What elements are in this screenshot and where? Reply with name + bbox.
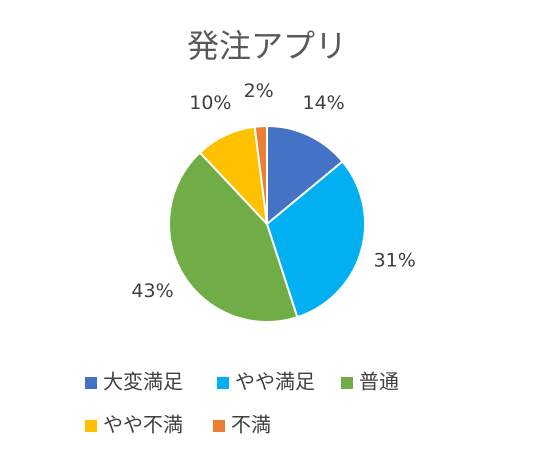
legend-label: 普通	[359, 370, 399, 394]
legend-marker	[341, 377, 353, 389]
chart-title: 発注アプリ	[187, 27, 347, 65]
data-label: 43%	[131, 280, 173, 302]
pie-slice	[253, 124, 268, 225]
legend-label: やや満足	[235, 370, 315, 394]
pie-slice	[266, 124, 344, 227]
legend-marker	[217, 377, 229, 389]
pie-slice	[265, 160, 366, 319]
legend-label: やや不満	[103, 413, 183, 437]
data-label: 14%	[303, 92, 345, 114]
legend-marker	[85, 420, 97, 432]
data-label: 10%	[189, 92, 231, 114]
data-label: 2%	[244, 80, 274, 102]
legend-label: 大変満足	[103, 370, 183, 394]
legend-label: 不満	[231, 413, 271, 437]
legend-marker	[213, 420, 225, 432]
legend-marker	[85, 377, 97, 389]
pie-slice	[167, 151, 299, 323]
data-label: 31%	[374, 250, 416, 272]
